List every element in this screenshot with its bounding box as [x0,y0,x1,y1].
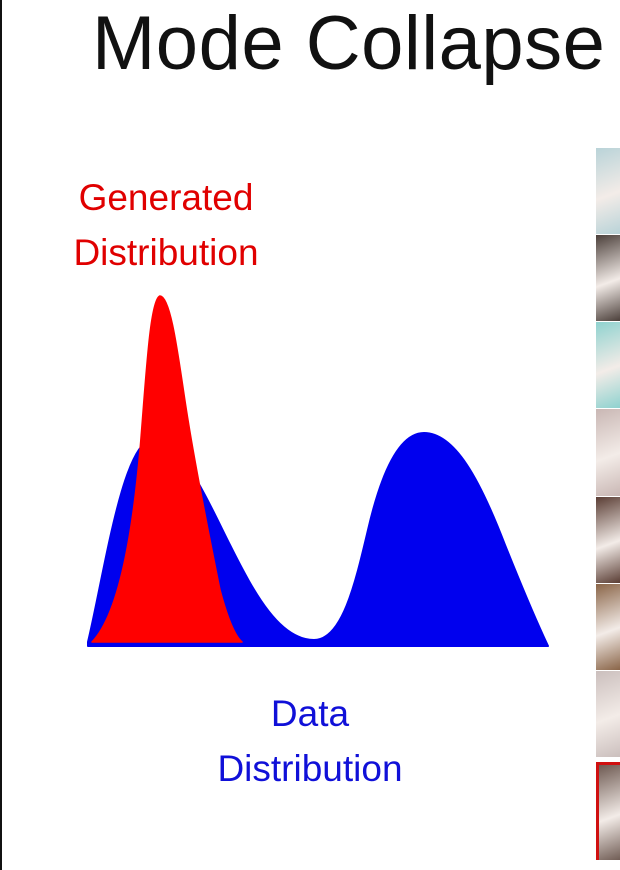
generated-image-thumbnail [596,322,620,410]
generated-label-line1: Generated [78,177,254,218]
generated-label-line2: Distribution [73,232,259,273]
generated-distribution-curve [91,295,243,643]
slide-title: Mode Collapse [92,1,606,86]
slide-left-border [0,0,2,870]
generated-image-thumbnail [596,583,620,671]
generated-image-thumbnail [596,670,620,758]
generated-image-thumbnail [596,235,620,323]
generated-distribution-label: Generated Distribution [48,170,284,280]
generated-image-strip [596,148,620,860]
data-label-line2: Distribution [217,748,403,789]
generated-image-thumbnail [596,409,620,497]
data-label-line1: Data [270,693,350,734]
generated-image-thumbnail [596,148,620,236]
generated-image-thumbnail [596,761,620,860]
data-distribution-label: Data Distribution [190,686,430,796]
generated-image-thumbnail [596,496,620,584]
